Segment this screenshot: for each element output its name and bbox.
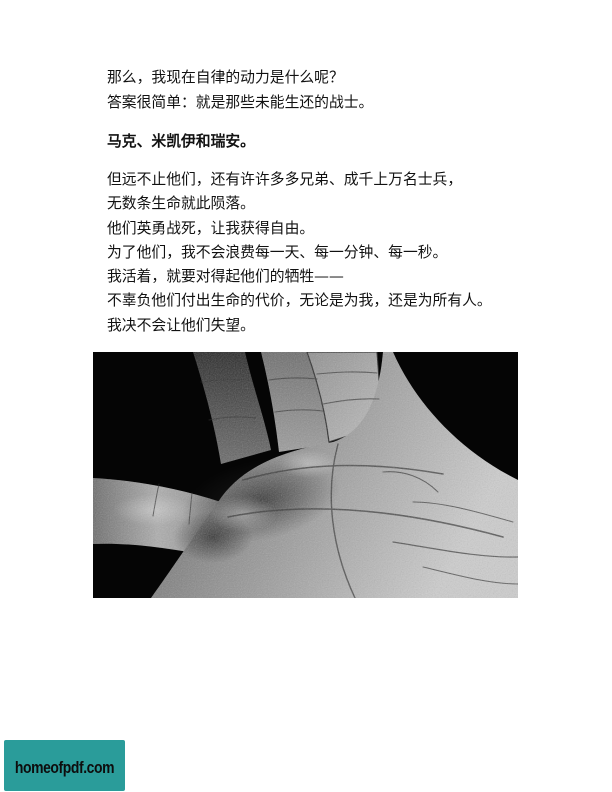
- body-line: 他们英勇战死，让我获得自由。: [107, 219, 315, 237]
- palm-photo-graphic: [93, 352, 518, 598]
- body-line: 答案很简单：就是那些未能生还的战士。: [107, 93, 374, 111]
- body-line: 我活着，就要对得起他们的牺牲——: [107, 268, 344, 286]
- paragraph-tribute: 但远不止他们，还有许许多多兄弟、成千上万名士兵， 无数条生命就此陨落。 他们英勇…: [107, 168, 567, 338]
- body-line: 不辜负他们付出生命的代价，无论是为我，还是为所有人。: [107, 292, 492, 310]
- body-line: 但远不止他们，还有许许多多兄弟、成千上万名士兵，: [107, 171, 463, 188]
- body-text: 那么，我现在自律的动力是什么呢？ 答案很简单：就是那些未能生还的战士。 马克、米…: [107, 66, 567, 338]
- watermark-text: homeofpdf.com: [14, 757, 115, 777]
- names-heading: 马克、米凯伊和瑞安。: [107, 133, 255, 150]
- body-line: 我决不会让他们失望。: [107, 316, 255, 334]
- watermark-logo: homeofpdf.com: [4, 740, 125, 791]
- paragraph-intro: 那么，我现在自律的动力是什么呢？ 答案很简单：就是那些未能生还的战士。: [107, 66, 567, 115]
- palm-photo: [93, 352, 518, 598]
- body-line: 为了他们，我不会浪费每一天、每一分钟、每一秒。: [107, 243, 448, 261]
- body-line: 无数条生命就此陨落。: [107, 195, 255, 213]
- body-line: 那么，我现在自律的动力是什么呢？: [107, 69, 344, 86]
